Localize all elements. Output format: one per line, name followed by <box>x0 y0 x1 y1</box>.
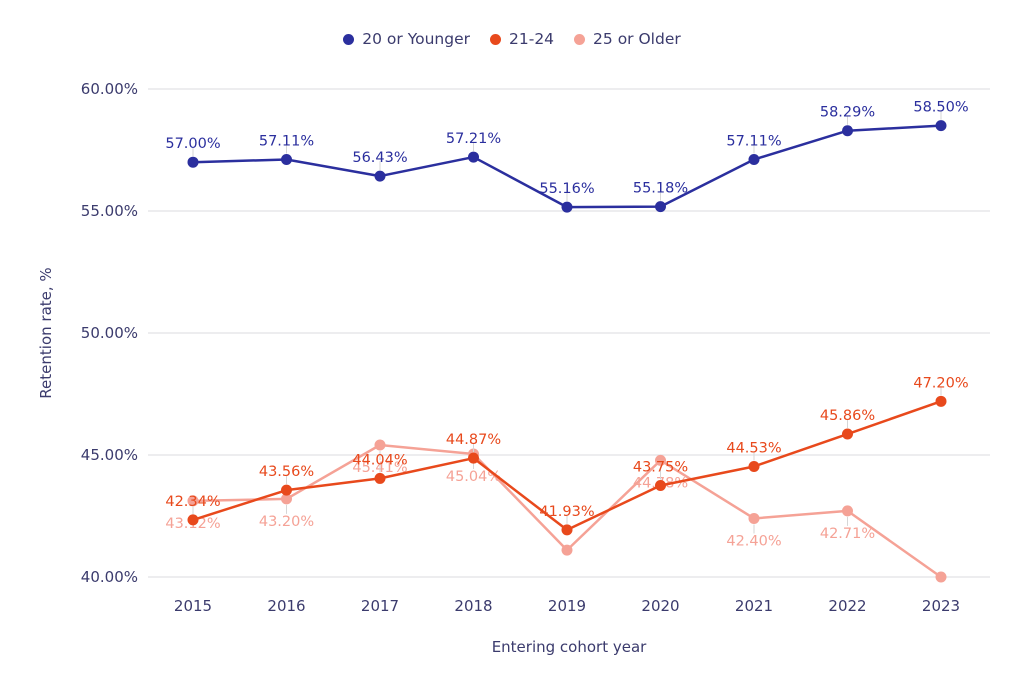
data-point-20-or-younger-2021[interactable] <box>748 154 760 166</box>
data-point-25-or-older-2015[interactable] <box>187 495 199 507</box>
y-tick-label: 45.00% <box>81 446 138 464</box>
y-tick-label: 50.00% <box>81 324 138 342</box>
data-point-20-or-younger-2023[interactable] <box>935 120 947 132</box>
data-label: 43.20% <box>259 514 314 530</box>
y-tick-label: 55.00% <box>81 202 138 220</box>
legend-item-21-24[interactable]: 21-24 <box>490 30 554 48</box>
x-tick-label: 2018 <box>454 597 492 615</box>
x-tick-label: 2019 <box>548 597 586 615</box>
x-tick-label: 2020 <box>641 597 679 615</box>
x-tick-label: 2015 <box>174 597 212 615</box>
data-point-20-or-younger-2020[interactable] <box>655 201 666 213</box>
data-point-25-or-older-2020[interactable] <box>655 454 666 466</box>
data-point-20-or-younger-2017[interactable] <box>374 170 386 182</box>
data-point-25-or-older-2016[interactable] <box>281 493 292 505</box>
data-point-20-or-younger-2015[interactable] <box>187 156 199 168</box>
data-point-25-or-older-2023[interactable] <box>935 571 947 583</box>
series-20-or-younger: 57.00% 57.11% 56.43% 57.21% 55.16% 55.18% 57.1… <box>165 100 969 213</box>
data-label: 57.00% <box>165 136 220 152</box>
x-tick-label: 2021 <box>735 597 773 615</box>
data-point-21-24-2018[interactable] <box>468 452 479 464</box>
data-point-20-or-younger-2022[interactable] <box>842 125 853 137</box>
data-label: 55.16% <box>539 181 594 197</box>
data-label: 44.04% <box>352 452 407 468</box>
data-label: 44.87% <box>446 432 501 448</box>
data-label: 57.11% <box>259 134 314 150</box>
legend-item-20-or-younger[interactable]: 20 or Younger <box>343 30 470 48</box>
series-21-24: 42.34% 43.56% 44.04% 44.87% 41.93% 43.75% 44.5… <box>165 375 969 536</box>
data-label: 43.75% <box>633 460 688 476</box>
data-point-21-24-2019[interactable] <box>561 524 573 536</box>
legend-label: 20 or Younger <box>362 30 470 48</box>
data-label: 45.04% <box>446 469 501 485</box>
data-point-20-or-younger-2016[interactable] <box>281 154 292 166</box>
data-label: 55.18% <box>633 181 688 197</box>
data-label: 42.40% <box>726 533 781 549</box>
data-label: 58.50% <box>913 100 968 116</box>
data-point-21-24-2022[interactable] <box>842 428 853 440</box>
data-point-21-24-2015[interactable] <box>187 514 199 526</box>
data-label: 44.53% <box>726 440 781 456</box>
legend-label: 25 or Older <box>593 30 681 48</box>
data-label: 43.56% <box>259 464 314 480</box>
data-label: 45.86% <box>820 408 875 424</box>
data-point-25-or-older-2022[interactable] <box>842 505 853 517</box>
y-axis-title: Retention rate, % <box>37 267 55 399</box>
x-tick-label: 2016 <box>267 597 305 615</box>
data-point-25-or-older-2021[interactable] <box>748 512 760 524</box>
data-point-25-or-older-2019[interactable] <box>561 544 573 556</box>
x-tick-label: 2022 <box>828 597 866 615</box>
data-label: 42.71% <box>820 526 875 542</box>
data-label: 57.11% <box>726 134 781 150</box>
data-point-21-24-2021[interactable] <box>748 460 760 472</box>
data-point-20-or-younger-2018[interactable] <box>468 151 479 163</box>
x-tick-label: 2023 <box>922 597 960 615</box>
legend-item-25-or-older[interactable]: 25 or Older <box>574 30 681 48</box>
data-point-21-24-2016[interactable] <box>281 484 292 496</box>
legend-marker-icon <box>343 33 355 45</box>
x-tick-label: 2017 <box>361 597 399 615</box>
x-axis-title: Entering cohort year <box>491 638 647 656</box>
data-point-21-24-2023[interactable] <box>935 395 947 407</box>
data-point-20-or-younger-2019[interactable] <box>561 201 573 213</box>
legend-marker-icon <box>574 33 586 45</box>
chart-legend: 20 or Younger 21-24 25 or Older <box>0 30 1024 48</box>
legend-marker-icon <box>490 33 501 45</box>
y-tick-label: 60.00% <box>81 80 138 98</box>
y-tick-label: 40.00% <box>81 568 138 586</box>
data-point-25-or-older-2017[interactable] <box>374 439 386 451</box>
data-label: 57.21% <box>446 131 501 147</box>
data-point-21-24-2017[interactable] <box>374 472 386 484</box>
legend-label: 21-24 <box>509 30 555 48</box>
data-label: 41.93% <box>539 504 594 520</box>
data-label: 42.34% <box>165 494 220 510</box>
data-label: 47.20% <box>913 375 968 391</box>
data-point-21-24-2020[interactable] <box>655 480 666 491</box>
data-label: 56.43% <box>352 150 407 166</box>
data-label: 58.29% <box>820 105 875 121</box>
